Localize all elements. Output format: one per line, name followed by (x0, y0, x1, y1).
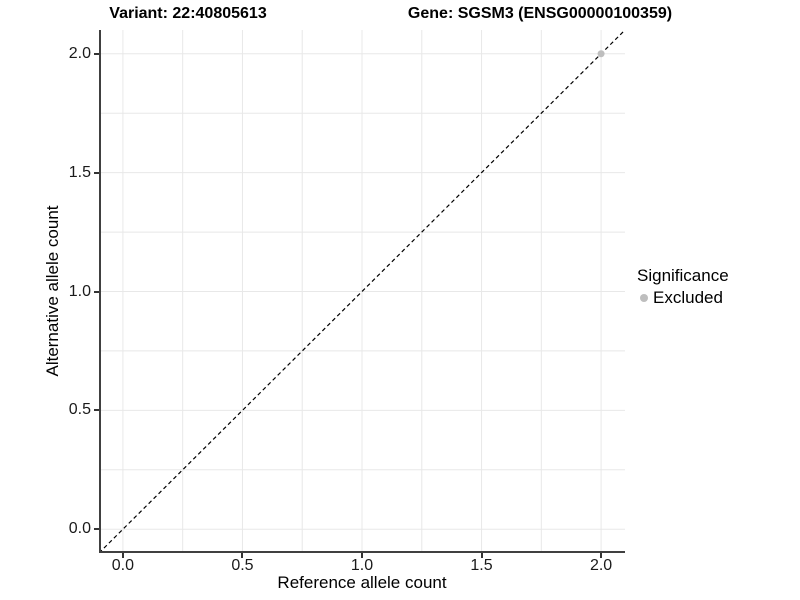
x-tick-label: 0.5 (231, 557, 254, 574)
plot-canvas (99, 30, 625, 553)
y-tick-label: 2.0 (68, 44, 91, 62)
y-tick-mark (94, 290, 99, 293)
x-tick-label: 1.0 (350, 557, 374, 574)
legend-item-label: Excluded (653, 288, 723, 307)
excluded-point-icon (640, 294, 648, 302)
y-tick-label: 1.0 (68, 282, 91, 300)
data-point-excluded (597, 50, 605, 58)
y-axis-title: Alternative allele count (43, 205, 62, 377)
identity-reference-line (99, 30, 625, 553)
y-tick-mark (94, 409, 99, 412)
x-tick-mark (241, 553, 244, 558)
legend-item-excluded: Excluded (637, 288, 729, 308)
y-tick-mark (94, 528, 99, 531)
legend-title: Significance (637, 266, 729, 285)
plot-title-gene: Gene: SGSM3 (ENSG00000100359) (407, 5, 673, 22)
y-tick-label: 0.5 (68, 401, 91, 419)
x-tick-mark (361, 553, 363, 558)
x-tick-mark (480, 553, 483, 558)
y-tick-label: 1.5 (68, 163, 91, 181)
y-tick-label: 0.0 (68, 520, 91, 538)
x-axis-title: Reference allele count (277, 573, 447, 592)
x-tick-label: 1.5 (470, 557, 493, 574)
y-tick-mark (94, 171, 99, 174)
plot-title-variant: Variant: 22:40805613 (109, 5, 267, 22)
legend: Significance Excluded (637, 266, 729, 308)
x-tick-mark (121, 553, 124, 558)
y-tick-mark (94, 52, 99, 55)
plot-panel (99, 30, 625, 553)
x-tick-mark (600, 553, 603, 558)
x-tick-label: 0.0 (111, 557, 135, 574)
x-tick-label: 2.0 (589, 557, 613, 574)
